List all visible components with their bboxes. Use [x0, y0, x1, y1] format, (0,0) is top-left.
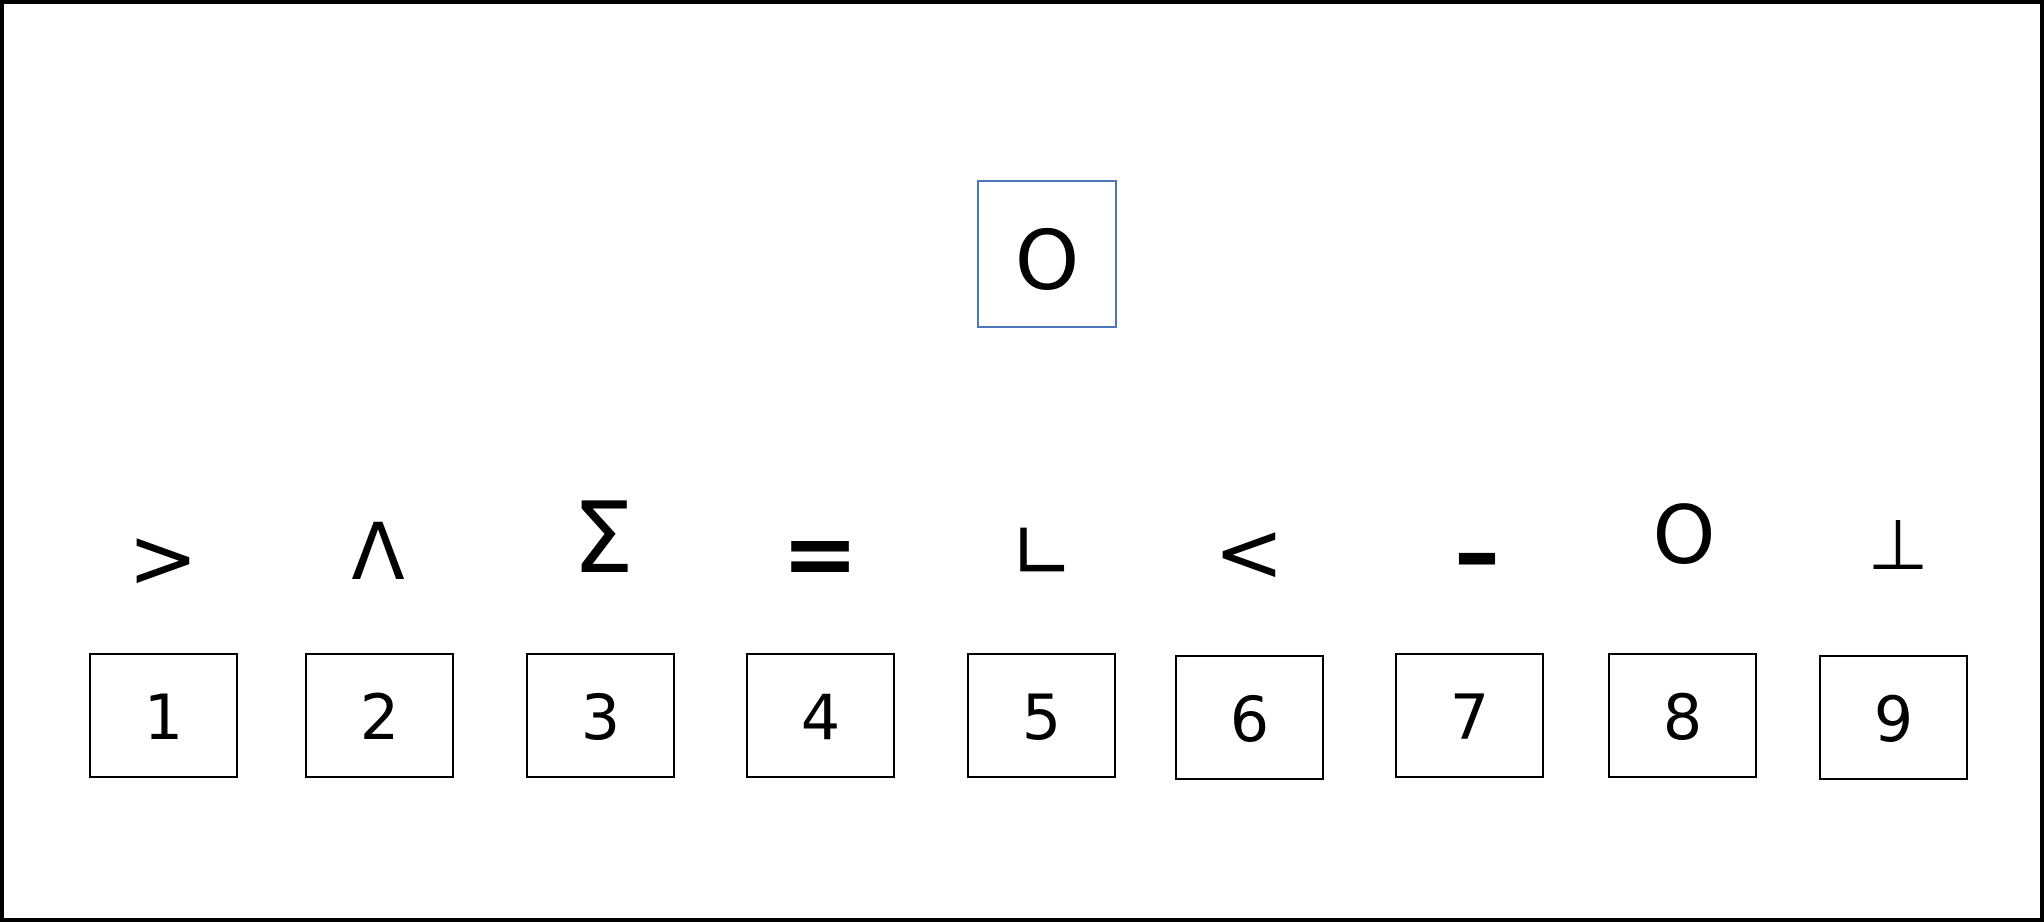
- reference-symbol-1: >: [127, 509, 199, 607]
- answer-option-4-button[interactable]: 4: [746, 653, 895, 778]
- reference-symbol-5: ∟: [1009, 508, 1075, 598]
- answer-option-3-button[interactable]: 3: [526, 653, 675, 778]
- answer-option-8-label: 8: [1662, 680, 1703, 754]
- answer-option-9-button[interactable]: 9: [1819, 655, 1968, 780]
- answer-option-6-label: 6: [1229, 682, 1270, 756]
- reference-symbol-2: Λ: [351, 508, 405, 598]
- reference-symbol-3: Σ: [572, 482, 634, 596]
- answer-option-7-button[interactable]: 7: [1395, 653, 1544, 778]
- answer-option-1-label: 1: [143, 680, 184, 754]
- answer-option-4-label: 4: [800, 680, 841, 754]
- answer-option-9-label: 9: [1873, 682, 1914, 756]
- reference-symbol-9: ⊥: [1867, 504, 1929, 586]
- target-symbol-box: O: [977, 180, 1117, 328]
- target-symbol: O: [1014, 214, 1080, 309]
- reference-symbol-8: O: [1652, 489, 1716, 582]
- answer-option-3-label: 3: [580, 680, 621, 754]
- answer-option-5-button[interactable]: 5: [967, 653, 1116, 778]
- answer-option-8-button[interactable]: 8: [1608, 653, 1757, 778]
- reference-symbol-6: <: [1213, 503, 1285, 601]
- answer-option-2-button[interactable]: 2: [305, 653, 454, 778]
- reference-symbol-4: =: [781, 500, 859, 607]
- answer-option-5-label: 5: [1021, 680, 1062, 754]
- answer-option-6-button[interactable]: 6: [1175, 655, 1324, 780]
- answer-option-2-label: 2: [359, 680, 400, 754]
- answer-option-7-label: 7: [1449, 680, 1490, 754]
- reference-symbol-7: –: [1454, 499, 1500, 606]
- answer-option-1-button[interactable]: 1: [89, 653, 238, 778]
